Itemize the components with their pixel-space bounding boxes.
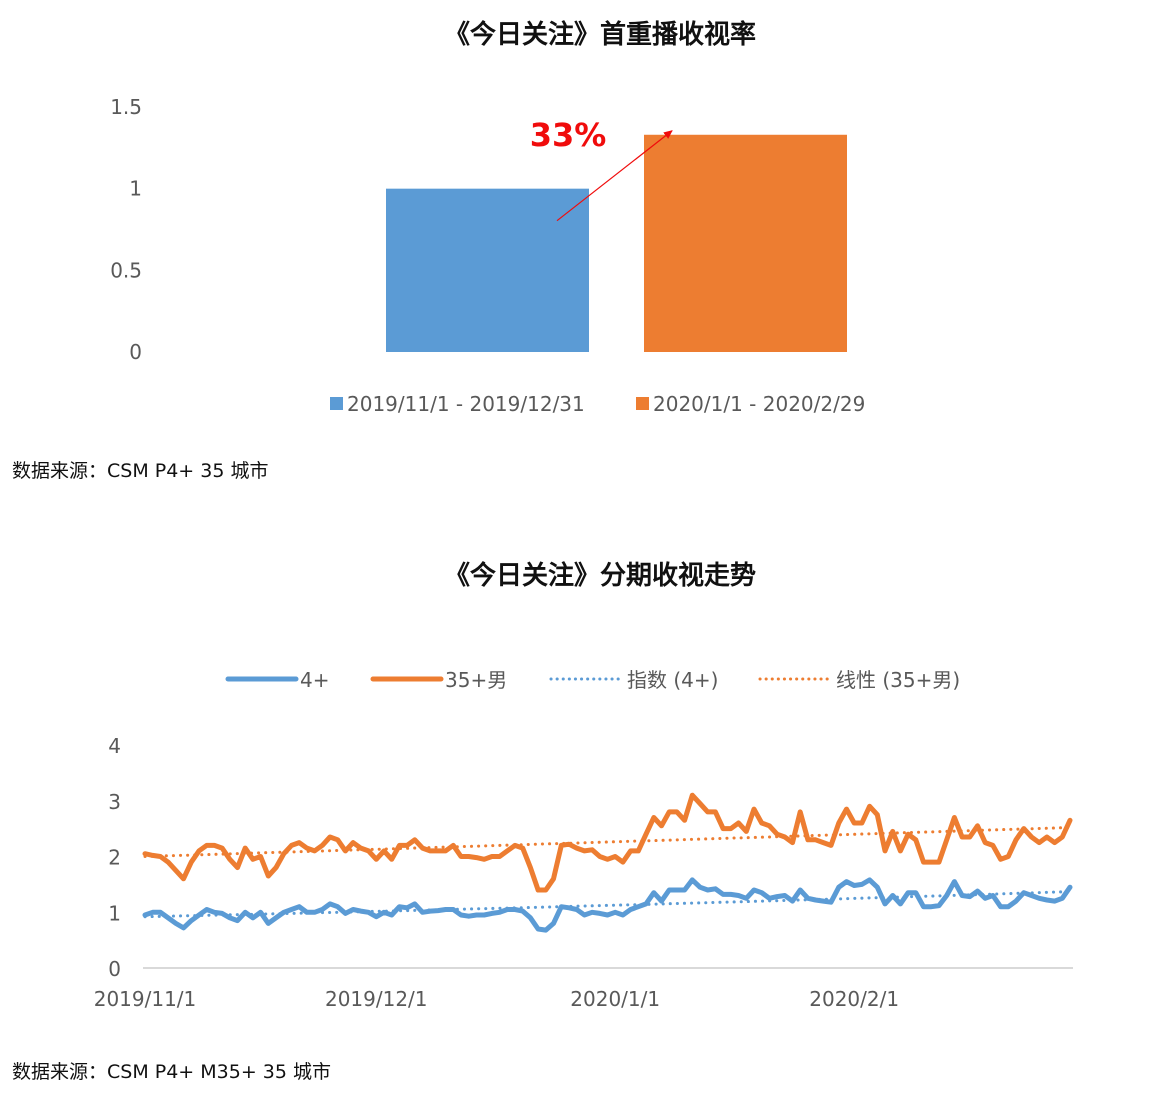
y-tick-label: 2 xyxy=(108,846,121,870)
legend-swatch xyxy=(636,397,649,410)
legend-swatch xyxy=(330,397,343,410)
bar xyxy=(386,188,589,352)
legend-label: 4+ xyxy=(300,668,329,692)
legend-label: 2020/1/1 - 2020/2/29 xyxy=(653,392,865,416)
legend-label: 指数 (4+) xyxy=(627,668,718,692)
legend-label: 线性 (35+男) xyxy=(836,668,960,692)
legend-label: 35+男 xyxy=(445,668,507,692)
line-chart-source: 数据来源：CSM P4+ M35+ 35 城市 xyxy=(12,1061,331,1083)
trendline xyxy=(143,890,1072,919)
line-chart-title: 《今日关注》分期收视走势 xyxy=(444,560,756,591)
bar-chart: 《今日关注》首重播收视率 0 0.5 1 1.5 33% 2019/11/1 - 20… xyxy=(12,19,865,482)
y-tick-label: 0 xyxy=(108,957,121,981)
bar xyxy=(644,134,847,352)
y-tick-label: 0.5 xyxy=(110,258,142,282)
y-tick-label: 4 xyxy=(108,734,121,758)
y-tick-label: 1 xyxy=(129,177,142,201)
y-tick-label: 1.5 xyxy=(110,95,142,119)
y-tick-label: 0 xyxy=(129,340,142,364)
growth-arrow xyxy=(556,130,673,222)
growth-annotation: 33% xyxy=(530,116,607,154)
y-tick-label: 1 xyxy=(108,901,121,925)
x-tick-label: 2020/2/1 xyxy=(809,987,899,1011)
x-tick-label: 2020/1/1 xyxy=(570,987,660,1011)
line-chart: 《今日关注》分期收视走势 4+ 35+男 指数 (4+) 线性 (35+男) 0 1 2 3… xyxy=(12,560,1073,1083)
bar-chart-source: 数据来源：CSM P4+ 35 城市 xyxy=(12,460,268,482)
y-tick-label: 3 xyxy=(108,790,121,814)
series-line xyxy=(142,792,1073,893)
x-tick-label: 2019/12/1 xyxy=(325,987,428,1011)
legend-label: 2019/11/1 - 2019/12/31 xyxy=(347,392,585,416)
bar-chart-title: 《今日关注》首重播收视率 xyxy=(444,19,756,50)
trendline xyxy=(143,826,1072,858)
x-tick-label: 2019/11/1 xyxy=(94,987,197,1011)
series-line xyxy=(142,877,1073,933)
